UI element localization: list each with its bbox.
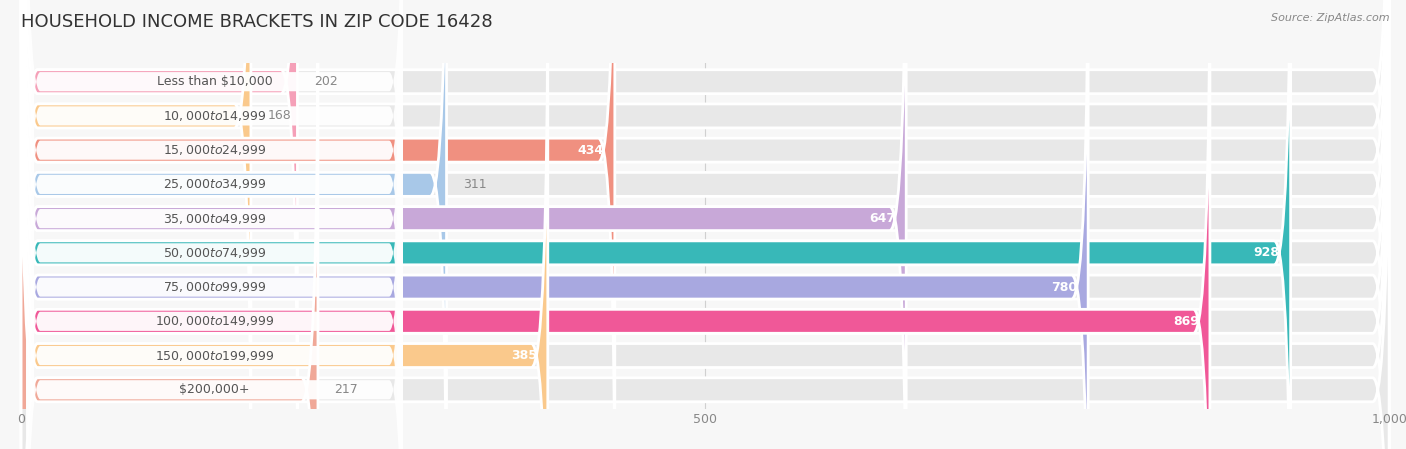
FancyBboxPatch shape [21, 0, 907, 449]
Text: $200,000+: $200,000+ [180, 383, 250, 396]
FancyBboxPatch shape [27, 0, 402, 414]
FancyBboxPatch shape [21, 0, 548, 449]
FancyBboxPatch shape [27, 57, 402, 449]
FancyBboxPatch shape [27, 0, 402, 449]
FancyBboxPatch shape [21, 0, 1211, 449]
Text: $75,000 to $99,999: $75,000 to $99,999 [163, 280, 266, 294]
Text: 217: 217 [335, 383, 359, 396]
Text: HOUSEHOLD INCOME BRACKETS IN ZIP CODE 16428: HOUSEHOLD INCOME BRACKETS IN ZIP CODE 16… [21, 13, 492, 31]
Text: $25,000 to $34,999: $25,000 to $34,999 [163, 177, 266, 191]
FancyBboxPatch shape [21, 0, 1389, 449]
Text: 311: 311 [463, 178, 486, 191]
Text: 202: 202 [314, 75, 337, 88]
Text: $35,000 to $49,999: $35,000 to $49,999 [163, 211, 266, 225]
FancyBboxPatch shape [27, 0, 402, 449]
FancyBboxPatch shape [27, 0, 402, 449]
Text: Less than $10,000: Less than $10,000 [157, 75, 273, 88]
Text: $100,000 to $149,999: $100,000 to $149,999 [155, 314, 274, 328]
FancyBboxPatch shape [27, 0, 402, 449]
FancyBboxPatch shape [21, 0, 1389, 449]
Text: $150,000 to $199,999: $150,000 to $199,999 [155, 348, 274, 362]
FancyBboxPatch shape [21, 0, 1389, 449]
Text: 780: 780 [1052, 281, 1077, 294]
FancyBboxPatch shape [21, 0, 1389, 449]
FancyBboxPatch shape [21, 0, 614, 449]
FancyBboxPatch shape [27, 23, 402, 449]
Text: $10,000 to $14,999: $10,000 to $14,999 [163, 109, 266, 123]
FancyBboxPatch shape [21, 0, 1389, 449]
FancyBboxPatch shape [21, 0, 1389, 449]
FancyBboxPatch shape [27, 0, 402, 449]
FancyBboxPatch shape [27, 0, 402, 449]
FancyBboxPatch shape [21, 0, 1088, 449]
Text: $50,000 to $74,999: $50,000 to $74,999 [163, 246, 266, 260]
FancyBboxPatch shape [21, 0, 1389, 449]
FancyBboxPatch shape [21, 0, 250, 449]
Text: 869: 869 [1173, 315, 1199, 328]
FancyBboxPatch shape [21, 0, 298, 449]
FancyBboxPatch shape [21, 0, 447, 449]
Text: 647: 647 [869, 212, 896, 225]
Text: 928: 928 [1254, 247, 1279, 260]
Text: 168: 168 [267, 110, 291, 123]
Text: $15,000 to $24,999: $15,000 to $24,999 [163, 143, 266, 157]
FancyBboxPatch shape [27, 0, 402, 449]
FancyBboxPatch shape [21, 0, 1389, 449]
Text: Source: ZipAtlas.com: Source: ZipAtlas.com [1271, 13, 1389, 23]
FancyBboxPatch shape [21, 0, 1389, 449]
Text: 434: 434 [578, 144, 603, 157]
FancyBboxPatch shape [21, 0, 318, 449]
Text: 385: 385 [510, 349, 537, 362]
FancyBboxPatch shape [21, 0, 1389, 449]
FancyBboxPatch shape [21, 0, 1291, 449]
